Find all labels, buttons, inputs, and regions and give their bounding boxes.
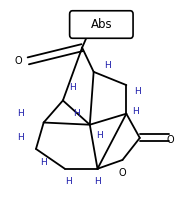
Text: H: H (17, 133, 24, 142)
Text: H: H (96, 131, 103, 140)
Text: H: H (17, 109, 24, 118)
Text: O: O (119, 168, 126, 178)
Text: H: H (104, 61, 111, 70)
Text: H: H (94, 178, 101, 186)
Text: H: H (135, 87, 141, 96)
Text: H: H (133, 107, 139, 116)
Text: O: O (15, 56, 22, 66)
Text: H: H (40, 158, 47, 167)
FancyBboxPatch shape (70, 11, 133, 38)
Text: H: H (65, 178, 72, 186)
Text: Abs: Abs (90, 18, 112, 31)
Text: H: H (73, 109, 80, 118)
Text: O: O (167, 135, 174, 145)
Text: H: H (69, 83, 76, 92)
